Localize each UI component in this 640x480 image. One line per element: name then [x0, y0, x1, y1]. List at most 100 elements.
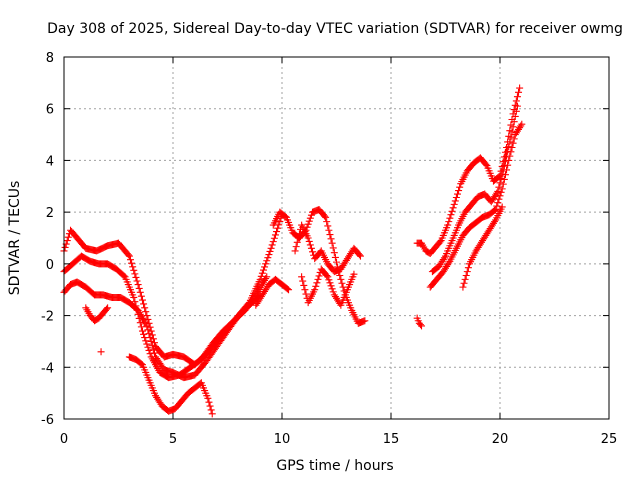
data-point	[301, 286, 309, 294]
data-point	[137, 292, 145, 300]
data-point	[269, 238, 277, 246]
y-tick-label: -4	[41, 361, 54, 376]
data-point	[266, 247, 274, 255]
data-point	[324, 273, 332, 281]
data-point	[509, 139, 517, 147]
data-point	[309, 248, 317, 256]
x-tick-label: 10	[274, 432, 291, 447]
data-point	[285, 286, 293, 294]
data-point	[491, 218, 499, 226]
data-point	[141, 304, 149, 312]
data-point	[291, 247, 299, 255]
x-tick-label: 20	[492, 432, 509, 447]
data-point	[495, 195, 503, 203]
data-point	[143, 322, 151, 330]
series-track-l	[426, 120, 526, 291]
data-point	[263, 273, 271, 281]
data-point	[143, 312, 151, 320]
data-point	[205, 398, 213, 406]
data-point	[325, 276, 333, 284]
data-point	[326, 231, 334, 239]
data-point	[150, 349, 158, 357]
data-point	[130, 293, 138, 301]
data-point	[298, 273, 306, 281]
data-point	[361, 317, 369, 325]
data-point	[302, 290, 310, 298]
data-point	[337, 275, 345, 283]
data-point	[499, 180, 507, 188]
data-point	[132, 273, 140, 281]
series-track-c	[60, 278, 264, 382]
data-point	[436, 238, 444, 246]
data-point	[356, 252, 364, 260]
data-point	[145, 330, 153, 338]
data-point	[511, 112, 519, 120]
data-point	[445, 259, 453, 267]
data-point	[498, 203, 506, 211]
data-point	[274, 224, 282, 232]
data-point	[505, 143, 513, 151]
data-point	[263, 257, 271, 265]
data-point	[450, 200, 458, 208]
data-point	[97, 348, 105, 356]
data-point	[330, 249, 338, 257]
data-point	[133, 277, 141, 285]
data-point	[305, 237, 313, 245]
data-point	[513, 102, 521, 110]
data-point	[294, 234, 302, 242]
data-point	[512, 107, 520, 115]
data-point	[327, 282, 335, 290]
data-point	[509, 123, 517, 131]
data-point	[328, 285, 336, 293]
data-point	[510, 135, 518, 143]
data-point	[130, 266, 138, 274]
data-point	[267, 244, 275, 252]
y-tick-label: 4	[46, 154, 54, 169]
data-point	[322, 213, 330, 221]
data-point	[104, 304, 112, 312]
y-tick-label: 0	[46, 258, 54, 273]
data-point	[518, 120, 526, 128]
data-point	[491, 206, 499, 214]
data-point	[124, 251, 132, 259]
data-point	[140, 300, 148, 308]
data-point	[510, 118, 518, 126]
data-point	[264, 254, 272, 262]
data-point	[321, 212, 329, 220]
data-point	[295, 230, 303, 238]
data-point	[323, 271, 331, 279]
y-tick-label: 8	[46, 51, 54, 66]
data-point	[259, 266, 267, 274]
data-point	[268, 241, 276, 249]
data-point	[293, 238, 301, 246]
data-point	[131, 270, 139, 278]
data-point	[350, 270, 358, 278]
data-point	[292, 243, 300, 251]
data-point	[137, 323, 145, 331]
data-point	[306, 241, 314, 249]
data-point	[444, 221, 452, 229]
data-point	[503, 166, 511, 174]
y-axis-label: SDTVAR / TECUs	[7, 181, 23, 296]
data-point	[126, 256, 134, 264]
data-point	[136, 288, 144, 296]
chart-title: Day 308 of 2025, Sidereal Day-to-day VTE…	[47, 21, 623, 37]
x-axis-label: GPS time / hours	[276, 458, 393, 474]
data-point	[299, 277, 307, 285]
data-point	[451, 197, 459, 205]
series-track-f	[269, 206, 369, 327]
data-point	[493, 202, 501, 210]
data-point	[261, 263, 269, 271]
data-point	[461, 275, 469, 283]
data-point	[496, 192, 504, 200]
data-point	[305, 217, 313, 225]
data-point	[61, 243, 69, 251]
data-point	[448, 207, 456, 215]
data-point	[507, 148, 515, 156]
data-point	[512, 97, 520, 105]
data-point	[355, 251, 363, 259]
series-track-i	[252, 275, 293, 309]
data-point	[138, 296, 146, 304]
data-point	[445, 218, 453, 226]
